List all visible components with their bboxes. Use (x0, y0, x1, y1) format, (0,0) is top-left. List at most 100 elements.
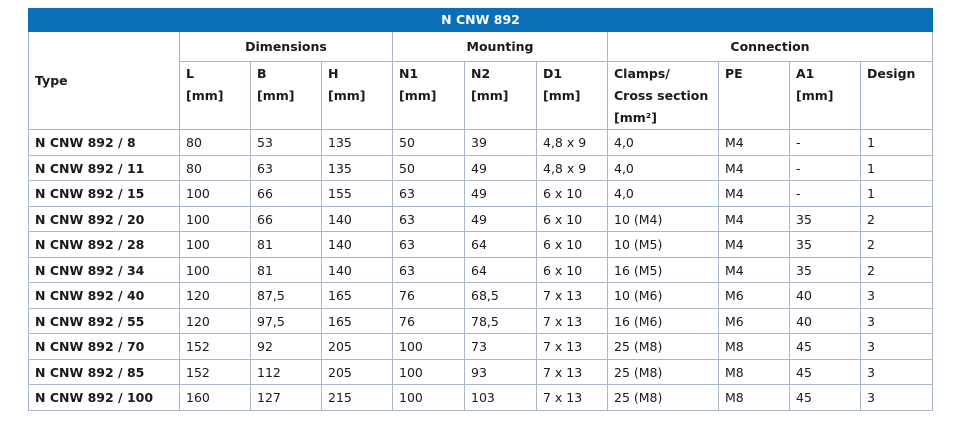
value-cell: 4,0 (608, 130, 719, 156)
value-cell: 81 (251, 232, 322, 258)
value-cell: 40 (790, 283, 861, 309)
value-cell: 10 (M4) (608, 206, 719, 233)
value-cell: 100 (180, 232, 251, 258)
value-cell: 205 (322, 359, 393, 386)
value-cell: 45 (790, 334, 861, 360)
column-header: H [mm] (322, 62, 393, 130)
value-cell: M4 (719, 155, 790, 182)
value-cell: 1 (861, 181, 933, 207)
type-cell: N CNW 892 / 55 (28, 308, 180, 335)
value-cell: 73 (465, 334, 537, 360)
value-cell: 66 (251, 206, 322, 233)
value-cell: 7 x 13 (537, 385, 608, 411)
value-cell: 6 x 10 (537, 257, 608, 284)
header-line: PE (725, 66, 743, 81)
header-line: H (328, 66, 339, 81)
value-cell: 63 (251, 155, 322, 182)
value-cell: 3 (861, 283, 933, 309)
header-line: [mm] (186, 88, 224, 103)
type-cell: N CNW 892 / 85 (28, 359, 180, 386)
type-cell: N CNW 892 / 20 (28, 206, 180, 233)
value-cell: 112 (251, 359, 322, 386)
value-cell: 53 (251, 130, 322, 156)
value-cell: 6 x 10 (537, 232, 608, 258)
value-cell: M4 (719, 181, 790, 207)
value-cell: M4 (719, 257, 790, 284)
type-header: Type (28, 32, 180, 130)
column-header: B [mm] (251, 62, 322, 130)
column-header: D1 [mm] (537, 62, 608, 130)
value-cell: 3 (861, 308, 933, 335)
value-cell: 140 (322, 206, 393, 233)
value-cell: 215 (322, 385, 393, 411)
value-cell: 78,5 (465, 308, 537, 335)
value-cell: 35 (790, 257, 861, 284)
value-cell: M6 (719, 308, 790, 335)
column-header: Clamps/Cross section [mm²] (608, 62, 719, 130)
value-cell: 160 (180, 385, 251, 411)
value-cell: - (790, 130, 861, 156)
header-line: Design (867, 66, 916, 81)
header-line: D1 (543, 66, 563, 81)
value-cell: 7 x 13 (537, 359, 608, 386)
value-cell: 152 (180, 334, 251, 360)
value-cell: 87,5 (251, 283, 322, 309)
header-line: A1 (796, 66, 815, 81)
value-cell: 165 (322, 308, 393, 335)
column-header: L [mm] (180, 62, 251, 130)
value-cell: M4 (719, 232, 790, 258)
column-header: PE (719, 62, 790, 130)
value-cell: 100 (393, 334, 465, 360)
value-cell: 16 (M5) (608, 257, 719, 284)
value-cell: M4 (719, 130, 790, 156)
value-cell: 140 (322, 232, 393, 258)
value-cell: - (790, 181, 861, 207)
value-cell: 49 (465, 206, 537, 233)
value-cell: 68,5 (465, 283, 537, 309)
value-cell: 120 (180, 283, 251, 309)
value-cell: M8 (719, 359, 790, 386)
column-header: Design (861, 62, 933, 130)
value-cell: 7 x 13 (537, 334, 608, 360)
value-cell: 100 (180, 257, 251, 284)
type-cell: N CNW 892 / 8 (28, 130, 180, 156)
value-cell: 140 (322, 257, 393, 284)
value-cell: 63 (393, 257, 465, 284)
header-line: [mm] (399, 88, 437, 103)
column-header: N2 [mm] (465, 62, 537, 130)
value-cell: 50 (393, 155, 465, 182)
value-cell: 66 (251, 181, 322, 207)
value-cell: 50 (393, 130, 465, 156)
header-line: [mm] (257, 88, 295, 103)
value-cell: 76 (393, 283, 465, 309)
header-line: [mm²] (614, 110, 657, 125)
value-cell: 10 (M6) (608, 283, 719, 309)
value-cell: 49 (465, 181, 537, 207)
header-line: B (257, 66, 267, 81)
value-cell: 127 (251, 385, 322, 411)
value-cell: 63 (393, 232, 465, 258)
value-cell: 93 (465, 359, 537, 386)
value-cell: 97,5 (251, 308, 322, 335)
value-cell: 81 (251, 257, 322, 284)
value-cell: 63 (393, 181, 465, 207)
type-cell: N CNW 892 / 70 (28, 334, 180, 360)
value-cell: 1 (861, 130, 933, 156)
value-cell: 3 (861, 334, 933, 360)
value-cell: 4,8 x 9 (537, 155, 608, 182)
type-cell: N CNW 892 / 34 (28, 257, 180, 284)
value-cell: 7 x 13 (537, 308, 608, 335)
value-cell: 205 (322, 334, 393, 360)
value-cell: 49 (465, 155, 537, 182)
value-cell: 152 (180, 359, 251, 386)
value-cell: 4,0 (608, 155, 719, 182)
value-cell: 2 (861, 257, 933, 284)
value-cell: 4,0 (608, 181, 719, 207)
value-cell: 35 (790, 232, 861, 258)
value-cell: 135 (322, 130, 393, 156)
value-cell: 80 (180, 155, 251, 182)
value-cell: 25 (M8) (608, 385, 719, 411)
value-cell: 63 (393, 206, 465, 233)
value-cell: 7 x 13 (537, 283, 608, 309)
type-cell: N CNW 892 / 28 (28, 232, 180, 258)
